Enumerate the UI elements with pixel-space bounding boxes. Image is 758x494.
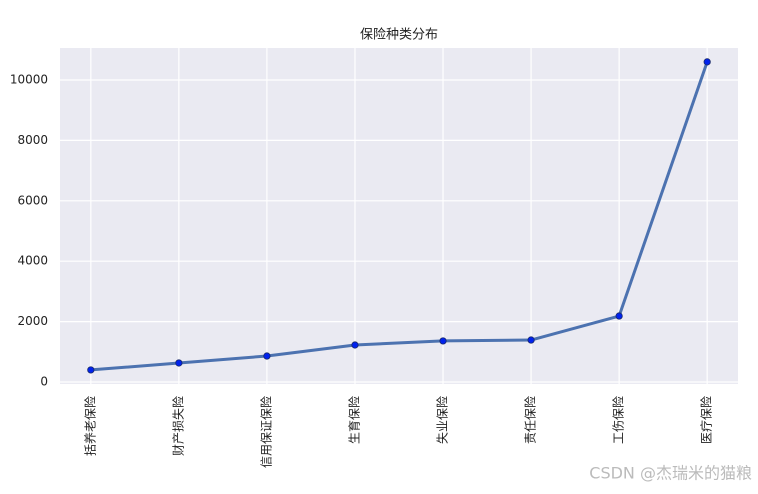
- marker: [351, 341, 359, 349]
- x-tick-label: 医疗保险: [699, 396, 714, 444]
- marker: [527, 336, 535, 344]
- marker: [703, 58, 711, 66]
- x-tick-label: 责任保险: [523, 396, 538, 444]
- marker: [615, 312, 623, 320]
- watermark: CSDN @杰瑞米的猫粮: [589, 464, 752, 483]
- plot-area: [60, 48, 738, 384]
- y-tick-label: 2000: [17, 314, 48, 328]
- y-tick-label: 4000: [17, 254, 48, 268]
- marker: [175, 359, 183, 367]
- x-tick-label: 失业保险: [435, 396, 450, 444]
- y-tick-label: 8000: [17, 133, 48, 147]
- x-tick-label: 括养老保险: [82, 396, 97, 456]
- marker: [263, 352, 271, 360]
- x-tick-label: 工伤保险: [611, 396, 626, 444]
- y-tick-label: 6000: [17, 193, 48, 207]
- x-tick-label: 生育保险: [346, 396, 361, 444]
- line: [90, 61, 709, 372]
- marker: [439, 337, 447, 345]
- y-tick-label: 10000: [10, 73, 48, 87]
- marker: [87, 366, 95, 374]
- x-tick-label: 财产损失险: [170, 396, 185, 456]
- y-tick-label: 0: [40, 375, 48, 389]
- chart-title: 保险种类分布: [360, 28, 438, 43]
- x-tick-label: 信用保证保险: [258, 396, 273, 468]
